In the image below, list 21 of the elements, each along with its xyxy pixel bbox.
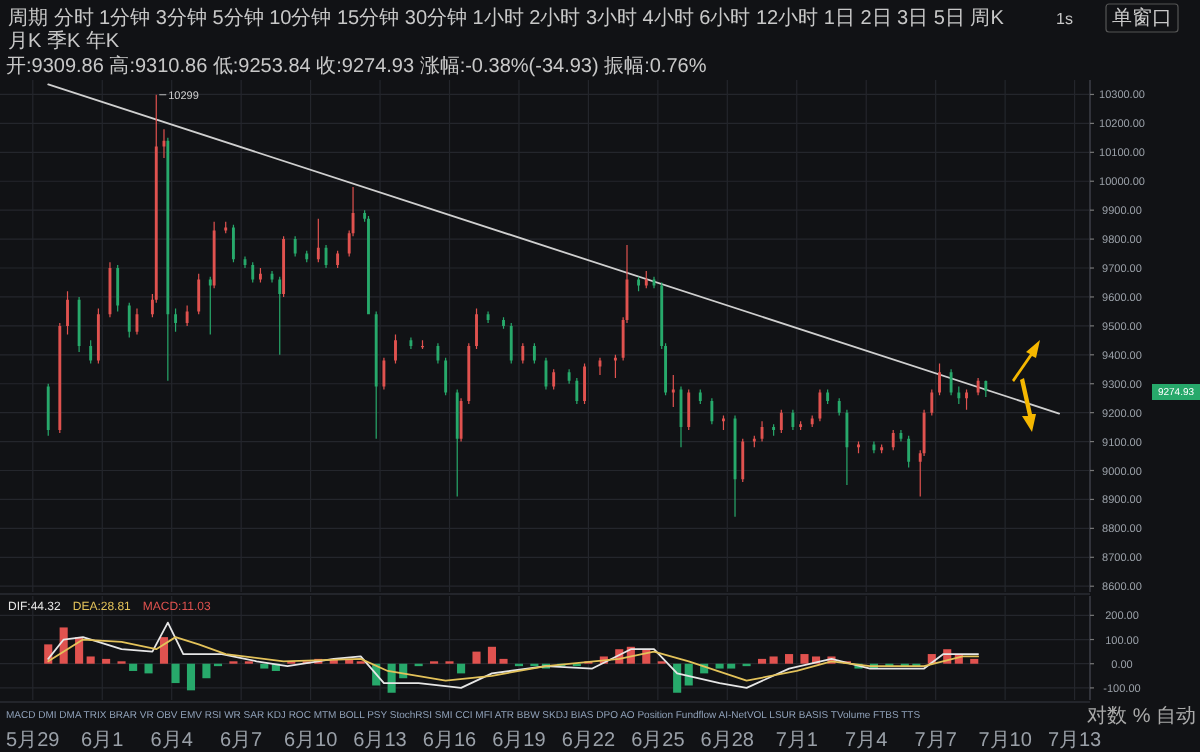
x-tick-label: 7月1	[775, 730, 819, 752]
x-tick-label: 6月28	[700, 730, 755, 752]
x-tick-label: 5月29	[6, 730, 61, 752]
text: 周期 分时 1分钟 3分钟 5分钟 10分钟 15分钟 30分钟 1小时 2小时 3小时 4小时 6小时 12小时 1日 2日 3日 5日 周K 月K 季K 年K	[8, 6, 1005, 53]
text: 对数 % 自动	[1087, 704, 1196, 728]
x-tick-label: 7月10	[978, 730, 1033, 752]
x-tick-label: 6月22	[561, 730, 616, 752]
x-tick-label: 6月25	[631, 730, 686, 752]
x-tick-label: 6月1	[81, 730, 125, 752]
text: 单窗口	[1112, 6, 1172, 30]
x-tick-label: 6月19	[492, 730, 547, 752]
x-tick-label: 6月10	[283, 730, 339, 752]
text: 1s	[1056, 10, 1073, 28]
x-tick-label: 6月13	[353, 730, 408, 752]
x-tick-label: 6月16	[422, 730, 478, 752]
x-tick-label: 7月7	[914, 730, 958, 752]
x-tick-label: 6月7	[220, 730, 264, 752]
x-tick-label: 6月4	[150, 730, 194, 752]
x-tick-label: 7月13	[1047, 730, 1103, 752]
text: 开:9309.86 高:9310.86 低:9253.84 收:9274.93 涨幅:-0.38%(-34.93) 振幅:0.76%	[6, 54, 707, 78]
x-tick-label: 7月4	[845, 730, 889, 752]
